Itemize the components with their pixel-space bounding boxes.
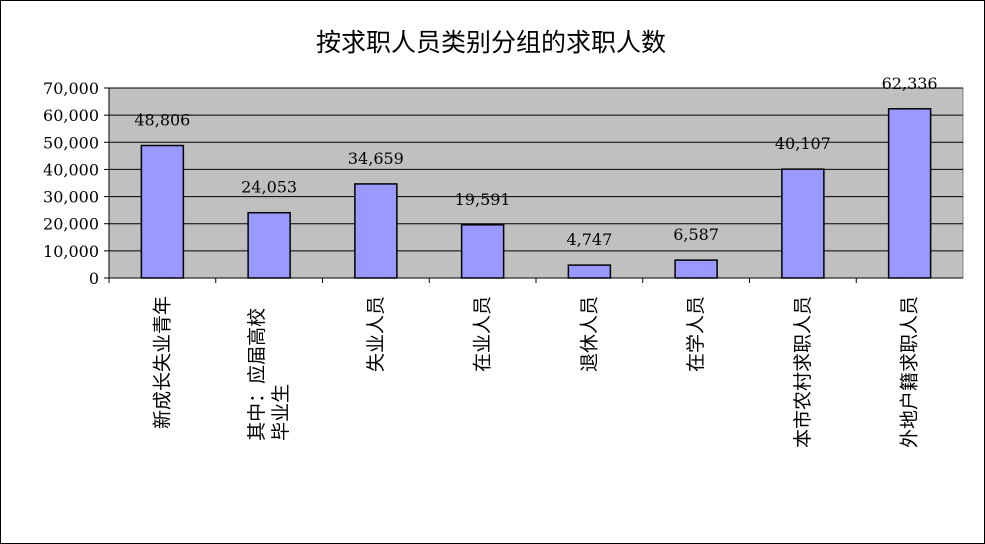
y-tick-label: 10,000	[43, 242, 99, 261]
y-tick-label: 50,000	[43, 133, 99, 152]
category-label: 其中：应届高校	[246, 308, 268, 441]
data-label: 62,336	[882, 74, 938, 93]
data-label: 34,659	[348, 149, 404, 168]
chart-title: 按求职人员类别分组的求职人数	[316, 28, 666, 57]
y-tick-label: 20,000	[43, 215, 99, 234]
y-tick-label: 60,000	[43, 106, 99, 125]
data-label: 48,806	[134, 111, 190, 130]
data-label: 6,587	[673, 225, 719, 244]
bar	[674, 259, 718, 279]
y-tick-label: 30,000	[43, 188, 99, 207]
category-label: 退休人员	[578, 296, 600, 372]
bar	[140, 144, 185, 279]
bar	[567, 264, 612, 279]
bar	[247, 211, 291, 279]
category-label: 外地户籍求职人员	[899, 296, 921, 448]
data-label: 4,747	[566, 230, 612, 249]
bar	[781, 168, 825, 279]
y-tick-label: 70,000	[43, 79, 99, 98]
category-label: 新成长失业青年	[151, 296, 173, 429]
bar	[460, 224, 505, 279]
category-label: 在学人员	[685, 296, 707, 372]
plot-area	[108, 87, 964, 279]
data-label: 19,591	[455, 190, 511, 209]
category-label: 毕业生	[270, 384, 292, 441]
category-label: 在业人员	[472, 296, 494, 372]
y-tick-label: 0	[89, 269, 99, 288]
bar	[887, 108, 932, 279]
data-label: 40,107	[775, 134, 831, 153]
data-label: 24,053	[241, 178, 297, 197]
y-tick-label: 40,000	[43, 160, 99, 179]
category-label: 本市农村求职人员	[792, 296, 814, 448]
category-label: 失业人员	[365, 296, 387, 372]
bar	[354, 183, 398, 279]
